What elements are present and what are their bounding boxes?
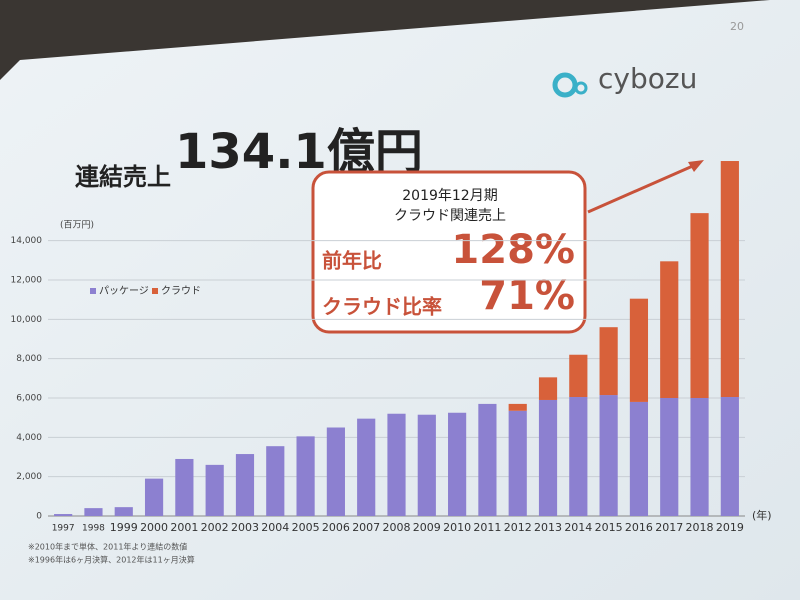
callout-value: 71% — [479, 273, 575, 319]
y-tick-label: 14,000 — [11, 236, 43, 246]
page-number: 20 — [730, 20, 744, 33]
x-tick-label: 2014 — [564, 521, 592, 534]
x-tick-label: 2000 — [140, 521, 168, 534]
legend-swatch — [90, 288, 96, 294]
x-tick-label: 2017 — [655, 521, 683, 534]
bar-segment — [720, 397, 739, 516]
arrow-head — [688, 160, 704, 172]
bar-segment — [538, 377, 558, 400]
bar-segment — [235, 454, 255, 516]
bar-segment — [508, 403, 527, 411]
x-tick-label: 2013 — [534, 521, 562, 534]
bar-segment — [144, 478, 164, 516]
bar-segment — [538, 399, 558, 516]
x-tick-label: 2003 — [231, 521, 259, 534]
bar-segment — [599, 395, 618, 516]
bar-segment — [569, 354, 588, 398]
x-tick-label: 2011 — [473, 521, 501, 534]
bar-segment — [448, 412, 467, 516]
note: ※2010年まで単体、2011年より連結の数値 — [28, 542, 187, 552]
callout-label: 前年比 — [322, 249, 382, 273]
legend-swatch — [152, 288, 158, 294]
x-tick-label: 2008 — [383, 521, 411, 534]
note: ※1996年は6ヶ月決算、2012年は11ヶ月決算 — [28, 555, 195, 565]
bar-segment — [114, 507, 133, 516]
y-tick-label: 10,000 — [11, 315, 43, 325]
x-tick-label: 2005 — [292, 521, 320, 534]
x-tick-label: 2016 — [625, 521, 653, 534]
x-tick-label: 2009 — [413, 521, 441, 534]
bar-segment — [266, 446, 285, 516]
bar-segment — [296, 436, 315, 516]
x-tick-label: 2015 — [595, 521, 623, 534]
bar-segment — [690, 398, 709, 516]
bar-segment — [599, 327, 618, 396]
y-tick-label: 0 — [36, 512, 42, 522]
callout-period: 2019年12月期 — [402, 188, 497, 204]
chart-title: 連結売上 — [75, 163, 171, 191]
y-tick-label: 4,000 — [16, 433, 42, 443]
legend-label: パッケージ — [99, 285, 149, 297]
bar-segment — [720, 161, 739, 398]
bar-segment — [175, 458, 194, 516]
x-tick-label: 2006 — [322, 521, 350, 534]
bar-segment — [569, 397, 588, 516]
x-tick-label: 2012 — [504, 521, 532, 534]
x-tick-label: 2019 — [716, 521, 744, 534]
x-tick-label: 2002 — [201, 521, 229, 534]
x-tick-label: 2018 — [686, 521, 714, 534]
x-tick-label: 1998 — [82, 524, 105, 534]
bar-segment — [357, 418, 376, 516]
y-tick-label: 12,000 — [11, 276, 43, 286]
bar-segment — [629, 298, 649, 402]
x-tick-label: 2004 — [261, 521, 289, 534]
x-tick-label: 2001 — [170, 521, 198, 534]
x-unit: (年) — [752, 508, 772, 522]
y-tick-label: 8,000 — [16, 354, 42, 364]
bar-segment — [205, 464, 224, 516]
bar-segment — [478, 403, 497, 516]
bar-segment — [417, 414, 436, 516]
y-tick-label: 6,000 — [16, 394, 42, 404]
callout — [311, 170, 587, 334]
bar-segment — [629, 401, 649, 516]
bar-segment — [326, 427, 345, 516]
logo-icon — [574, 81, 588, 95]
x-tick-label: 2007 — [352, 521, 380, 534]
bar-segment — [84, 508, 103, 516]
x-tick-label: 2010 — [443, 521, 471, 534]
bar-segment — [54, 514, 73, 516]
bar-segment — [690, 213, 709, 398]
bar-segment — [387, 413, 406, 516]
bar-segment — [508, 410, 527, 516]
x-tick-label: 1997 — [52, 524, 75, 534]
x-tick-label: 1999 — [110, 521, 138, 534]
logo: cybozu — [598, 62, 697, 95]
y-tick-label: 2,000 — [16, 472, 42, 482]
callout-subject: クラウド関連売上 — [394, 208, 506, 224]
bar-segment — [660, 261, 679, 398]
y-unit: (百万円) — [60, 220, 94, 231]
legend-label: クラウド — [161, 285, 201, 297]
callout-arrow — [587, 163, 696, 214]
callout-label: クラウド比率 — [322, 295, 442, 319]
logo-icon — [552, 72, 578, 98]
callout-value: 128% — [451, 227, 575, 273]
bar-segment — [660, 398, 679, 516]
